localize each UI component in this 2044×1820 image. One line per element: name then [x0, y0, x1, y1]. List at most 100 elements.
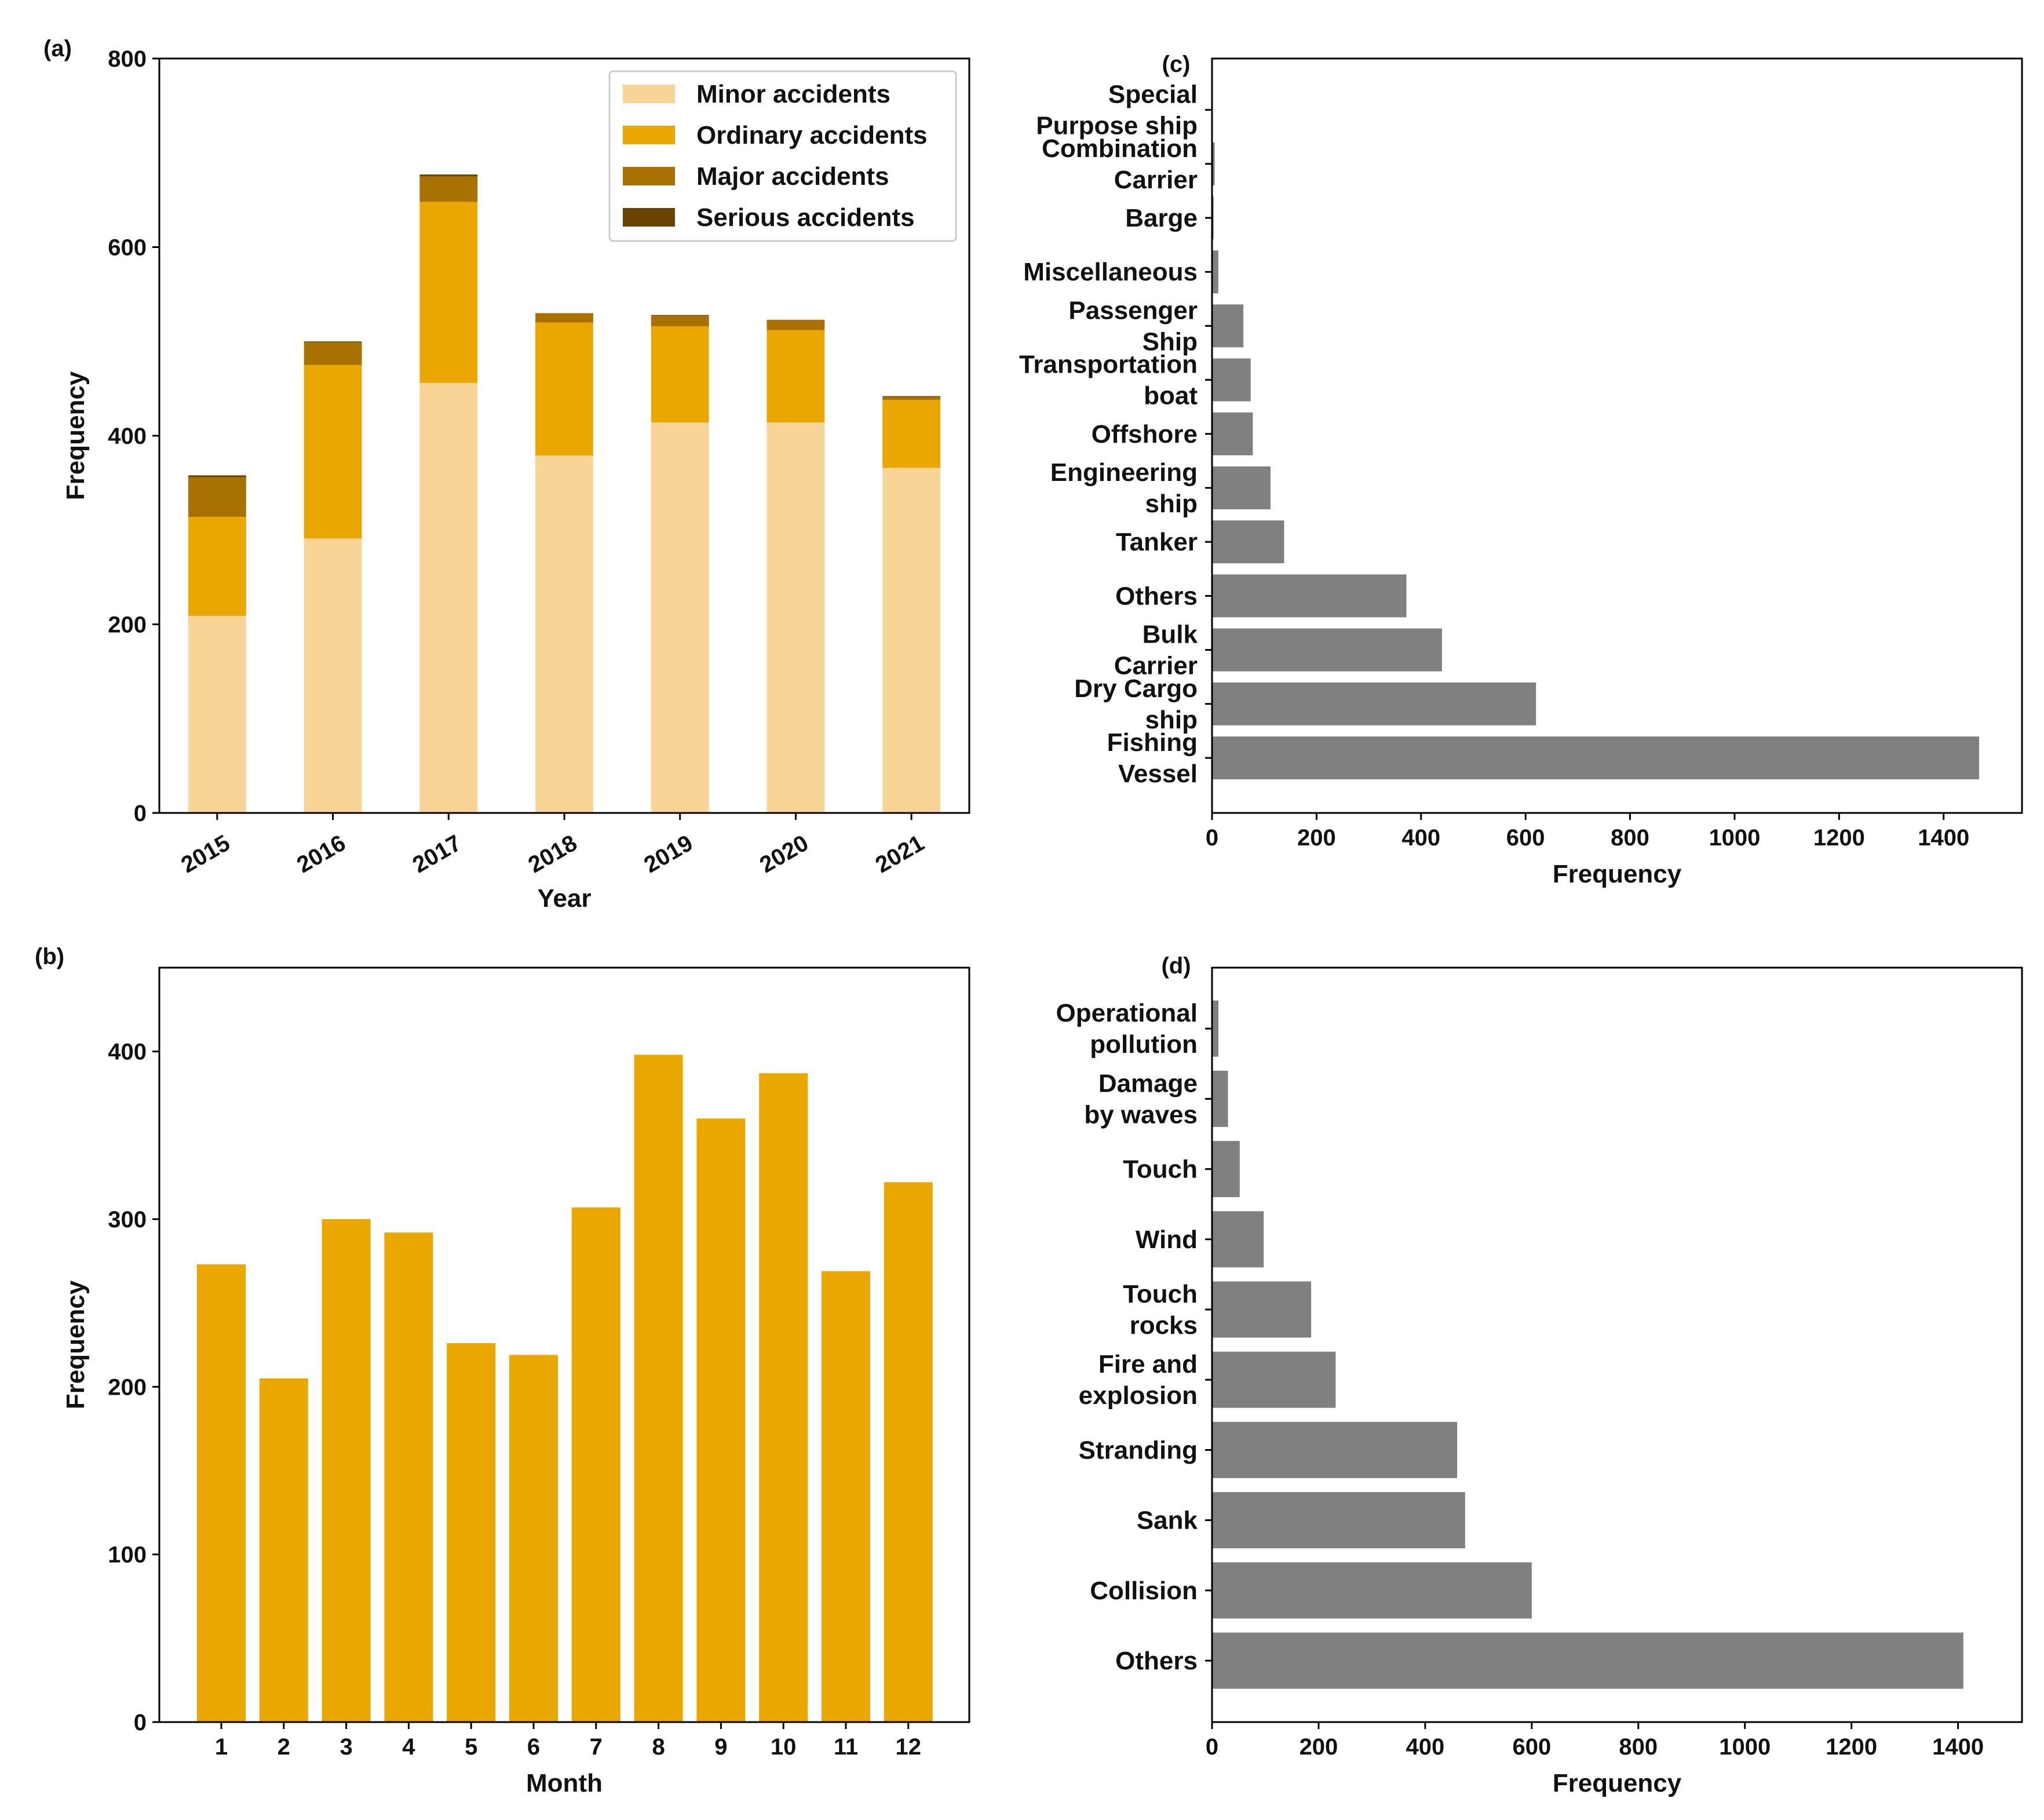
category-label: ship — [1145, 490, 1198, 518]
x-tick-label: 2 — [278, 1734, 290, 1760]
bar-combination-carrier — [1212, 142, 1215, 185]
bar-month-9 — [696, 1118, 746, 1722]
x-tick-label: 1200 — [1826, 1734, 1877, 1760]
legend-swatch-minor — [623, 85, 675, 103]
x-axis-label: Month — [526, 1769, 603, 1797]
x-tick-label: 1200 — [1813, 825, 1865, 851]
x-tick-label: 1000 — [1709, 825, 1760, 851]
category-label: Fire and — [1098, 1350, 1198, 1378]
bar-major-2021 — [882, 397, 941, 400]
panel-label: (d) — [1161, 953, 1191, 979]
x-tick-label: 200 — [1297, 825, 1336, 851]
bar-serious-2017 — [419, 174, 478, 177]
bar-month-2 — [259, 1378, 308, 1722]
category-label: Touch — [1123, 1280, 1198, 1308]
category-label: Dry Cargo — [1074, 674, 1198, 703]
bar-month-8 — [634, 1055, 683, 1722]
y-tick-label: 100 — [108, 1542, 147, 1568]
y-tick-label: 300 — [108, 1207, 147, 1232]
category-label: Carrier — [1114, 166, 1198, 194]
x-tick-label: 1400 — [1932, 1734, 1984, 1760]
bar-engineering-ship — [1212, 466, 1271, 509]
bar-fishing-vessel — [1212, 736, 1980, 779]
category-label: Offshore — [1092, 420, 1198, 448]
x-axis-label: Year — [538, 884, 592, 913]
bar-major-2016 — [304, 342, 362, 365]
bar-month-7 — [571, 1207, 620, 1722]
bar-major-2017 — [419, 176, 478, 202]
category-label: Vessel — [1118, 760, 1198, 788]
bar-touch — [1212, 1141, 1240, 1198]
legend-label: Ordinary accidents — [696, 121, 928, 149]
bar-bulk-carrier — [1212, 628, 1442, 672]
category-label: Engineering — [1050, 458, 1198, 487]
category-label: Passenger — [1068, 296, 1198, 324]
category-label: Damage — [1098, 1069, 1198, 1097]
y-tick-label: 200 — [108, 612, 147, 638]
category-label: Transportation — [1019, 351, 1198, 379]
x-tick-label: 2019 — [640, 830, 697, 878]
plot-frame — [1211, 966, 2023, 1723]
legend-label: Serious accidents — [696, 203, 915, 232]
x-tick-label: 3 — [340, 1734, 352, 1760]
x-tick-label: 200 — [1300, 1734, 1338, 1760]
bar-dry-cargo-ship — [1212, 682, 1536, 725]
category-label: Carrier — [1114, 652, 1198, 680]
category-label: Wind — [1136, 1226, 1198, 1254]
x-axis-label: Frequency — [1553, 1769, 1682, 1797]
bar-others — [1212, 574, 1407, 618]
bar-ordinary-2021 — [882, 400, 941, 468]
bar-tanker — [1212, 520, 1284, 564]
x-tick-label: 600 — [1512, 1734, 1551, 1760]
bar-operational-pollution — [1212, 1000, 1219, 1057]
bar-minor-2016 — [304, 538, 362, 813]
x-tick-label: 2016 — [293, 830, 350, 878]
bar-major-2015 — [188, 477, 246, 517]
category-label: Sank — [1137, 1507, 1198, 1535]
x-tick-label: 2015 — [177, 830, 234, 878]
category-label: Collision — [1090, 1577, 1198, 1605]
bar-offshore — [1212, 412, 1253, 455]
legend-box — [608, 70, 957, 242]
legend-swatch-ordinary — [623, 126, 675, 144]
legend-swatch-major — [623, 167, 675, 185]
legend-label: Major accidents — [696, 162, 889, 191]
bar-month-3 — [322, 1219, 371, 1722]
bar-minor-2015 — [188, 615, 246, 813]
category-label: Touch — [1123, 1155, 1198, 1184]
x-tick-label: 800 — [1611, 825, 1649, 851]
x-tick-label: 0 — [1206, 825, 1218, 851]
bar-major-2019 — [651, 316, 709, 327]
bar-month-11 — [822, 1271, 870, 1722]
x-axis-label: Frequency — [1553, 860, 1682, 888]
category-label: Purpose ship — [1036, 112, 1198, 140]
category-label: rocks — [1130, 1311, 1198, 1340]
category-label: Ship — [1143, 327, 1198, 356]
bar-fire-and-explosion — [1212, 1351, 1336, 1408]
category-label: Barge — [1125, 204, 1198, 232]
category-label: boat — [1144, 382, 1198, 410]
x-tick-label: 5 — [465, 1734, 477, 1760]
bar-touch-rocks — [1212, 1281, 1312, 1338]
category-label: Others — [1115, 1647, 1198, 1675]
x-tick-label: 1400 — [1918, 825, 1969, 851]
panel-c: Fishing Vessel Dry Cargo ship Bulk Carrier Oth… — [1019, 52, 2023, 888]
bar-sank — [1212, 1492, 1465, 1549]
x-tick-label: 11 — [834, 1734, 858, 1760]
bar-miscellaneous — [1212, 250, 1218, 294]
bar-transportation-boat — [1212, 358, 1251, 402]
bar-passenger-ship — [1212, 304, 1244, 348]
legend-swatch-serious — [623, 208, 675, 227]
bar-month-5 — [447, 1343, 496, 1722]
category-label: pollution — [1090, 1030, 1198, 1059]
y-axis-label: Frequency — [61, 1280, 90, 1409]
bar-minor-2021 — [882, 468, 941, 813]
category-label: Special — [1108, 81, 1198, 109]
y-tick-label: 0 — [134, 801, 147, 826]
bar-minor-2018 — [535, 455, 593, 813]
category-label: Stranding — [1079, 1436, 1198, 1464]
x-tick-label: 7 — [590, 1734, 603, 1760]
bar-ordinary-2018 — [535, 322, 593, 456]
bar-serious-2016 — [304, 341, 362, 342]
